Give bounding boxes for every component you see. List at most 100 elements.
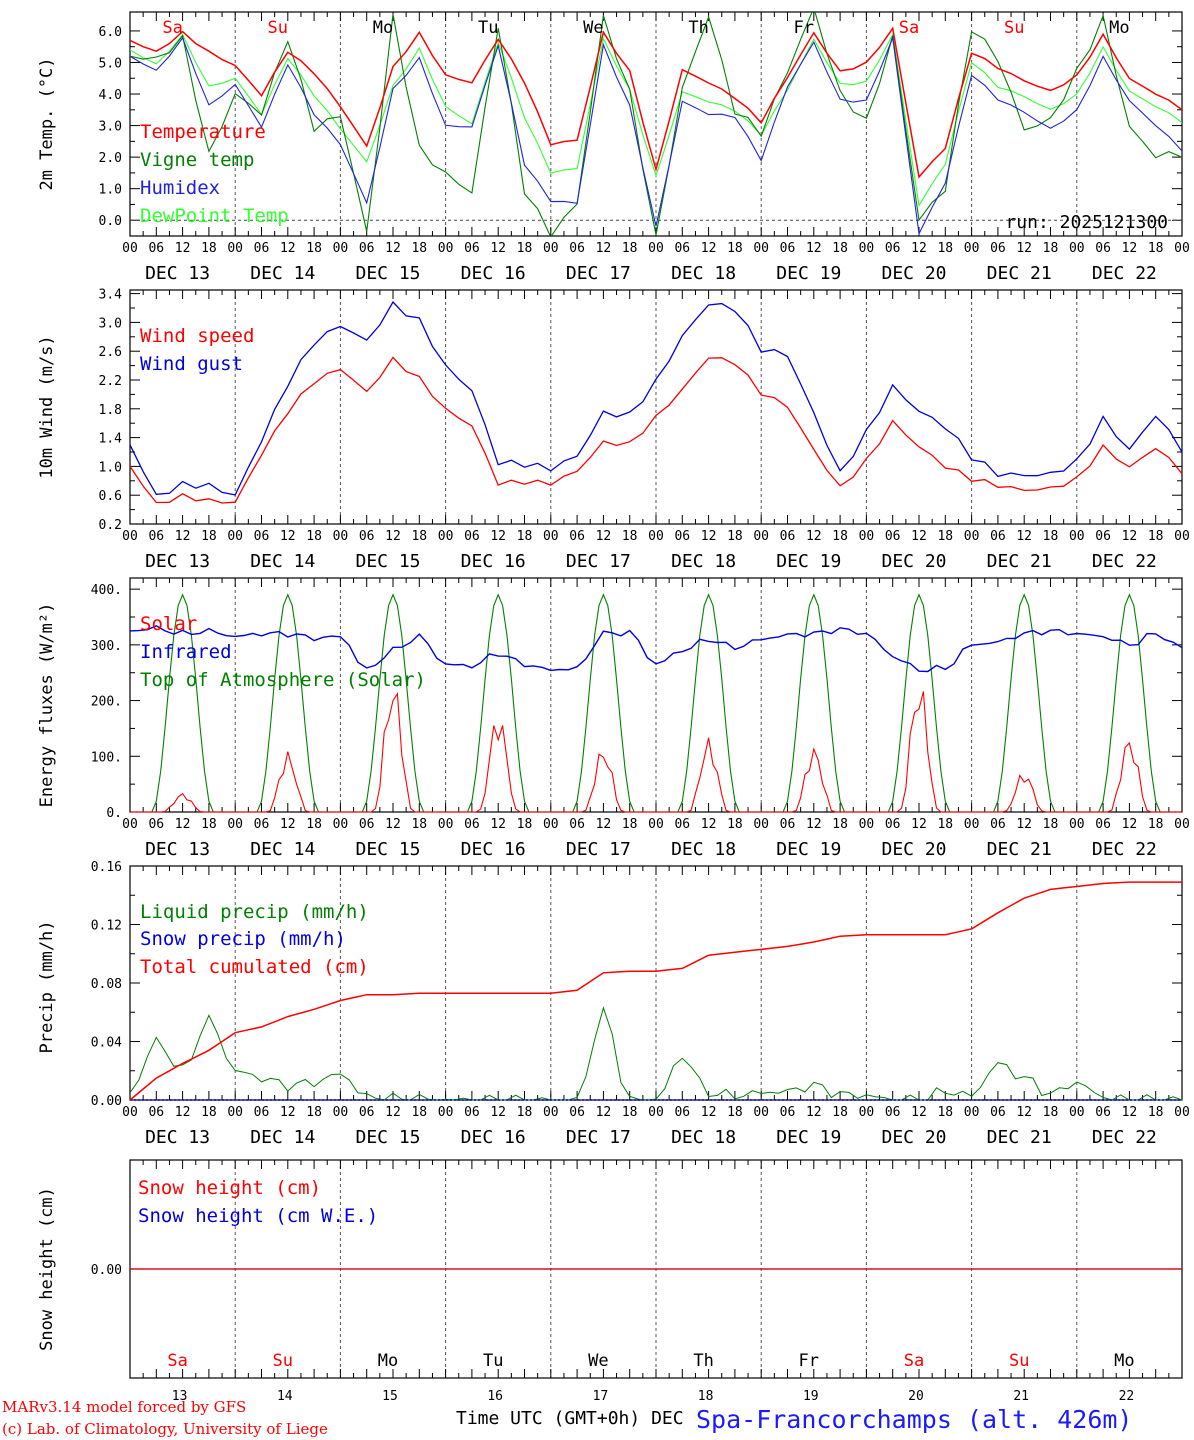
x-tick-label: 06 (1095, 529, 1111, 544)
x-tick-label: 00 (1069, 241, 1085, 256)
x-tick-label: 18 (1043, 817, 1059, 832)
x-tick-label: 12 (280, 1105, 296, 1120)
panels-layer: 0.0 1.0 2.0 3.0 4.0 5.0 6.0 2m Temp. (°C) 00 06 12… (37, 11, 1190, 1404)
x-tick-label: 00 (333, 241, 349, 256)
date-label: DEC 21 (987, 1127, 1052, 1148)
day-number-label: 16 (487, 1389, 503, 1404)
x-tick-label: 18 (201, 241, 217, 256)
x-tick-label: 00 (122, 817, 138, 832)
x-tick-label: 06 (674, 817, 690, 832)
series-line-solar (130, 691, 1182, 813)
x-tick-label: 06 (780, 1105, 796, 1120)
x-tick-label: 00 (964, 817, 980, 832)
x-tick-label: 06 (990, 1105, 1006, 1120)
x-tick-label: 18 (1148, 529, 1164, 544)
x-tick-label: 12 (175, 1105, 191, 1120)
x-tick-label: 06 (885, 817, 901, 832)
x-tick-label: 18 (937, 241, 953, 256)
credit-line-1: MARv3.14 model forced by GFS (2, 1398, 246, 1416)
x-tick-label: 18 (1043, 1105, 1059, 1120)
x-tick-label: 00 (333, 529, 349, 544)
x-tick-label: 18 (832, 241, 848, 256)
x-tick-label: 18 (306, 817, 322, 832)
y-tick-label: 0.6 (99, 489, 122, 504)
x-tick-label: 18 (727, 529, 743, 544)
y-tick-label: 2.2 (99, 374, 122, 389)
x-tick-label: 12 (490, 241, 506, 256)
weekday-label: Su (1004, 18, 1024, 38)
date-label: DEC 20 (881, 263, 946, 284)
date-label: DEC 18 (671, 551, 736, 572)
x-tick-label: 18 (1148, 817, 1164, 832)
x-tick-label: 06 (990, 529, 1006, 544)
x-tick-label: 12 (175, 529, 191, 544)
legend-entry: Temperature (140, 121, 266, 143)
x-tick-label: 00 (1069, 817, 1085, 832)
x-tick-label: 06 (990, 817, 1006, 832)
x-tick-label: 00 (227, 1105, 243, 1120)
x-tick-label: 12 (175, 241, 191, 256)
legend-entry: Liquid precip (mm/h) (140, 901, 369, 923)
date-label: DEC 14 (250, 263, 315, 284)
date-label: DEC 15 (355, 839, 420, 860)
x-tick-label: 18 (1148, 241, 1164, 256)
y-tick-label: 0.00 (91, 1263, 122, 1278)
x-tick-label: 18 (411, 817, 427, 832)
weekday-label: Tu (483, 1351, 503, 1371)
x-tick-label: 00 (648, 241, 664, 256)
x-tick-label: 12 (806, 1105, 822, 1120)
panel-1: 0.0 1.0 2.0 3.0 4.0 5.0 6.0 2m Temp. (°C) 00 06 12… (37, 11, 1190, 284)
date-label: DEC 19 (776, 1127, 841, 1148)
legend-entry: Snow height (cm) (138, 1177, 321, 1199)
x-tick-label: 06 (148, 1105, 164, 1120)
x-tick-label: 06 (780, 529, 796, 544)
x-tick-label: 12 (1016, 1105, 1032, 1120)
x-tick-label: 06 (148, 241, 164, 256)
x-tick-label: 06 (1095, 817, 1111, 832)
series-line-humidex (130, 35, 1182, 236)
y-axis-title: 10m Wind (m/s) (37, 335, 57, 478)
y-tick-label: 6.0 (99, 25, 122, 40)
x-tick-label: 12 (1122, 241, 1138, 256)
x-tick-label: 06 (464, 817, 480, 832)
y-tick-label: 0.16 (91, 860, 122, 875)
legend-entry: Total cumulated (cm) (140, 956, 369, 978)
weekday-label: Tu (478, 18, 498, 38)
legend-entry: Snow height (cm W.E.) (138, 1205, 378, 1227)
x-tick-label: 00 (753, 817, 769, 832)
x-tick-label: 18 (306, 241, 322, 256)
day-number-label: 18 (698, 1389, 714, 1404)
x-tick-label: 18 (622, 1105, 638, 1120)
date-label: DEC 21 (987, 551, 1052, 572)
date-label: DEC 19 (776, 551, 841, 572)
x-tick-label: 12 (596, 1105, 612, 1120)
date-label: DEC 21 (987, 263, 1052, 284)
y-tick-label: 300. (91, 639, 122, 654)
x-tick-label: 12 (911, 529, 927, 544)
date-label: DEC 14 (250, 1127, 315, 1148)
weekday-label: Fr (794, 18, 814, 38)
y-tick-label: 0.2 (99, 518, 122, 533)
x-tick-label: 06 (885, 241, 901, 256)
x-tick-label: 12 (596, 241, 612, 256)
x-tick-label: 12 (385, 1105, 401, 1120)
x-tick-label: 06 (674, 241, 690, 256)
date-label: DEC 13 (145, 263, 210, 284)
weekday-label: We (588, 1351, 608, 1371)
x-tick-label: 12 (596, 817, 612, 832)
y-tick-label: 400. (91, 583, 122, 598)
x-tick-label: 06 (464, 241, 480, 256)
x-tick-label: 18 (517, 241, 533, 256)
legend-entry: Humidex (140, 177, 220, 199)
date-label: DEC 17 (566, 551, 631, 572)
series-line-infrared (129, 625, 1183, 673)
date-label: DEC 22 (1092, 1127, 1157, 1148)
series-line-total-cumulated (129, 881, 1182, 1101)
x-tick-label: 00 (122, 241, 138, 256)
x-tick-label: 12 (1122, 529, 1138, 544)
weekday-label: Mo (1114, 1351, 1134, 1371)
legend-entry: Snow precip (mm/h) (140, 928, 346, 950)
date-label: DEC 14 (250, 551, 315, 572)
x-tick-label: 12 (280, 241, 296, 256)
